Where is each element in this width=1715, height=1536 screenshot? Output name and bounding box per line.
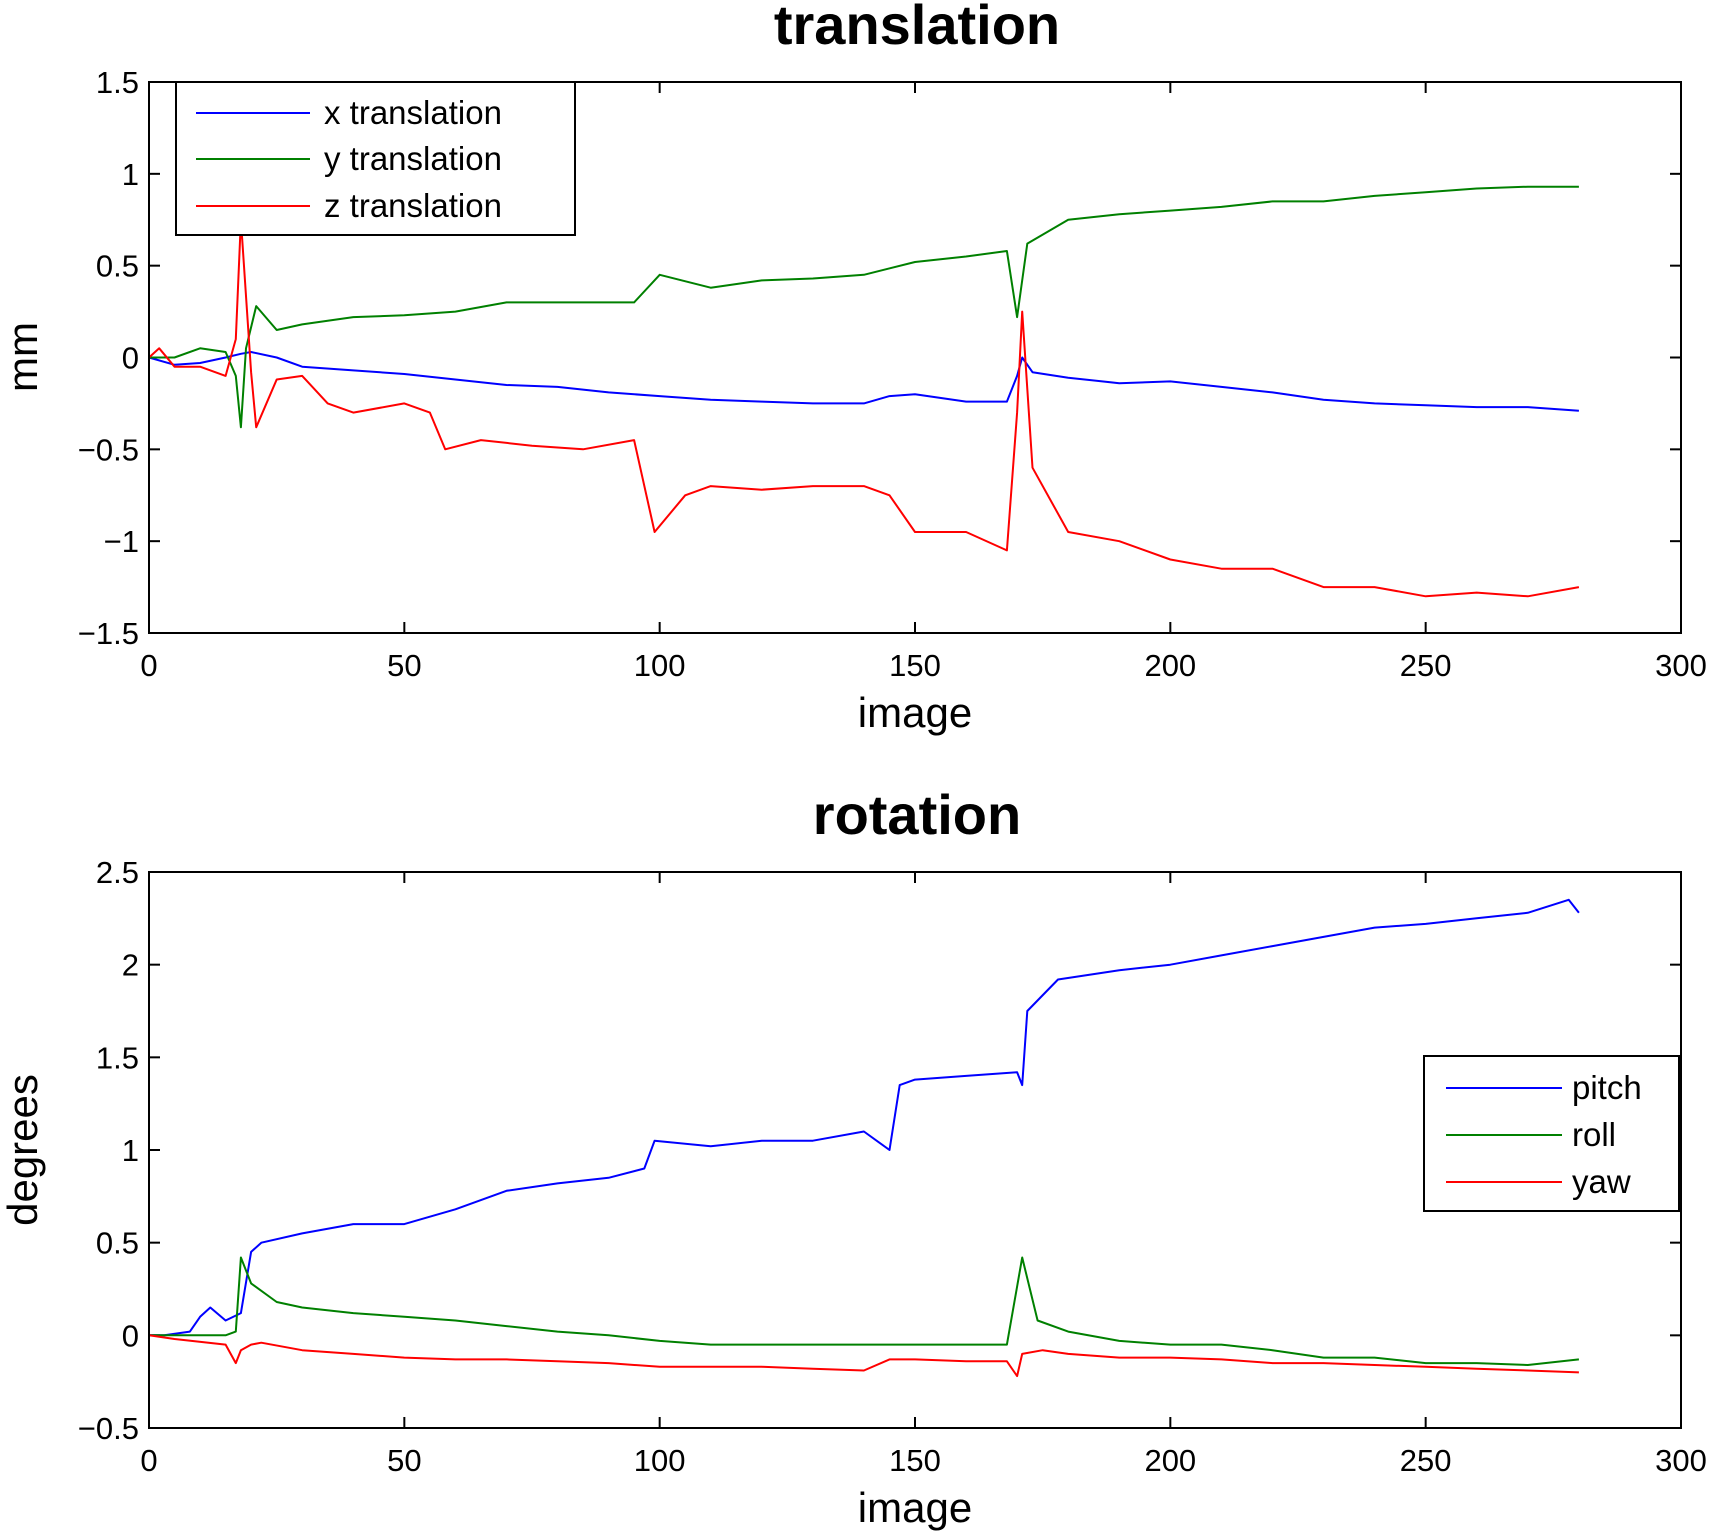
legend: x translation y translation z translatio… xyxy=(175,81,576,236)
x-tick-label: 300 xyxy=(1655,1443,1707,1478)
series-group xyxy=(148,185,1580,598)
tick-group: 0 50 100 150 200 250 300−0.500.511.522.5 xyxy=(78,855,1707,1478)
legend-label-y-translation: y translation xyxy=(324,140,502,177)
y-tick-label: −0.5 xyxy=(78,432,139,467)
x-tick-label: 150 xyxy=(889,648,941,683)
y-tick-label: 1 xyxy=(122,1133,139,1168)
tick-group: 0 50 100 150 200 250 300 −1.5 −1 −0.5 0 0.5 1 1.5 xyxy=(78,65,1707,683)
series-line-yaw xyxy=(148,1334,1579,1378)
y-tick-label: 1 xyxy=(122,157,139,192)
chart-title: translation xyxy=(774,0,1060,56)
x-axis-label: image xyxy=(858,1484,972,1531)
legend: pitch roll yaw xyxy=(1423,1055,1680,1212)
x-tick-label: 300 xyxy=(1655,648,1707,683)
x-tick-label: 0 xyxy=(140,648,157,683)
x-tick-label: 100 xyxy=(634,648,686,683)
y-tick-label: 2 xyxy=(122,948,139,983)
y-tick-label: 0 xyxy=(122,1318,139,1353)
x-tick-label: 50 xyxy=(387,1443,421,1478)
x-axis-label: image xyxy=(858,689,972,736)
plot-frame xyxy=(148,81,1682,634)
legend-label-yaw: yaw xyxy=(1572,1163,1631,1200)
y-tick-label: 1.5 xyxy=(96,65,139,100)
x-tick-label: 250 xyxy=(1400,648,1452,683)
y-tick-label: 1.5 xyxy=(96,1040,139,1075)
legend-label-roll: roll xyxy=(1572,1116,1616,1153)
x-tick-label: 200 xyxy=(1144,1443,1196,1478)
series-line-roll xyxy=(149,1256,1580,1366)
series-line-x-translation xyxy=(148,351,1579,412)
legend-label-z-translation: z translation xyxy=(324,187,502,224)
chart-title: rotation xyxy=(813,783,1021,846)
y-tick-label: −1 xyxy=(104,524,139,559)
series-line-z-translation xyxy=(148,218,1580,598)
y-tick-label: 0.5 xyxy=(96,1226,139,1261)
x-tick-label: 0 xyxy=(140,1443,157,1478)
y-tick-label: 0 xyxy=(122,341,139,376)
x-tick-label: 100 xyxy=(634,1443,686,1478)
translation-chart: translation 0 50 100 150 200 250 300 −1.5 −1 −0.5… xyxy=(0,0,1707,736)
x-tick-label: 250 xyxy=(1400,1443,1452,1478)
x-tick-label: 200 xyxy=(1144,648,1196,683)
y-tick-label: 0.5 xyxy=(96,249,139,284)
x-tick-label: 50 xyxy=(387,648,421,683)
y-tick-label: −0.5 xyxy=(78,1411,139,1446)
y-axis-label: degrees xyxy=(0,1074,46,1226)
legend-label-pitch: pitch xyxy=(1572,1069,1642,1106)
x-tick-label: 150 xyxy=(889,1443,941,1478)
y-axis-label: mm xyxy=(0,322,46,392)
rotation-chart: rotation 0 50 100 150 200 250 300−0.500.511.52… xyxy=(0,783,1707,1531)
y-tick-label: −1.5 xyxy=(78,616,139,651)
legend-label-x-translation: x translation xyxy=(324,94,502,131)
series-group xyxy=(148,898,1580,1378)
plot-frame xyxy=(148,871,1682,1429)
y-tick-label: 2.5 xyxy=(96,855,139,890)
legend-box xyxy=(1423,1055,1680,1212)
